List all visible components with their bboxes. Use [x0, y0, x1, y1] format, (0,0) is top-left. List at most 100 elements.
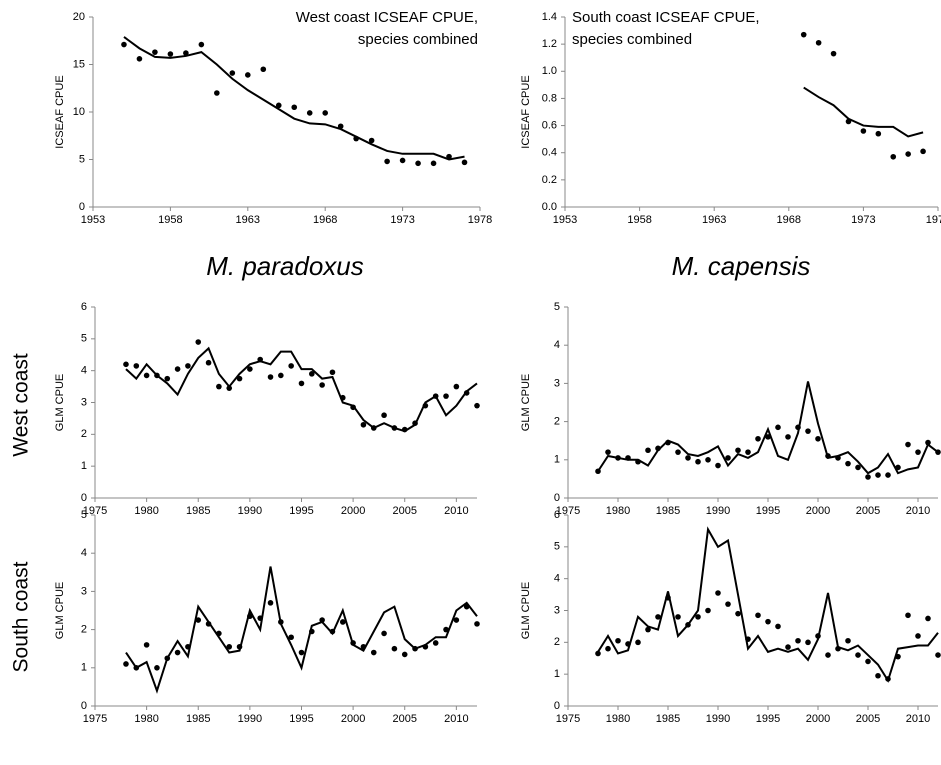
- data-point: [198, 41, 205, 48]
- y-tick-label: 1: [81, 460, 87, 472]
- x-tick-label: 1968: [777, 214, 801, 226]
- data-point: [905, 441, 911, 448]
- x-tick-label: 1975: [83, 505, 107, 517]
- y-tick-label: 3: [81, 396, 87, 408]
- data-point: [860, 128, 867, 134]
- data-point: [461, 159, 468, 166]
- x-tick-label: 1980: [606, 505, 630, 517]
- y-tick-label: 3: [554, 604, 560, 616]
- data-point: [800, 31, 807, 38]
- data-point: [605, 645, 611, 652]
- x-tick-label: 1985: [656, 505, 680, 517]
- data-point: [123, 661, 129, 667]
- data-point: [275, 102, 282, 109]
- data-point: [715, 462, 721, 469]
- data-point: [329, 369, 336, 376]
- x-tick-label: 1980: [134, 713, 158, 725]
- y-tick-label: 0.0: [542, 201, 557, 213]
- annotation: South coast ICSEAF CPUE,: [572, 9, 760, 26]
- data-point: [368, 137, 375, 144]
- data-point: [725, 601, 731, 607]
- y-tick-label: 4: [81, 547, 87, 559]
- x-tick-label: 1995: [756, 505, 780, 517]
- y-tick-label: 20: [73, 11, 85, 23]
- y-tick-label: 3: [554, 377, 560, 389]
- x-tick-label: 2000: [341, 505, 365, 517]
- y-axis-label: GLM CPUE: [54, 374, 66, 431]
- x-tick-label: 1958: [158, 214, 182, 226]
- data-point: [695, 458, 701, 465]
- x-tick-label: 1973: [851, 214, 875, 226]
- y-tick-label: 0: [79, 201, 85, 213]
- data-point: [735, 610, 741, 617]
- x-tick-label: 2010: [906, 713, 930, 725]
- fitted-line: [125, 346, 478, 433]
- y-tick-label: 2: [554, 636, 560, 648]
- data-point: [925, 615, 931, 622]
- data-point: [755, 612, 761, 619]
- data-point: [855, 652, 861, 658]
- data-point: [360, 421, 367, 428]
- x-tick-label: 1975: [556, 505, 580, 517]
- data-point: [885, 472, 891, 478]
- data-point: [705, 607, 711, 614]
- x-tick-label: 1995: [289, 505, 313, 517]
- data-point: [595, 650, 601, 657]
- y-tick-label: 0.4: [542, 147, 557, 159]
- y-tick-label: 10: [73, 106, 85, 118]
- x-tick-label: 1985: [186, 713, 210, 725]
- data-point: [167, 51, 174, 57]
- y-tick-label: 1: [554, 668, 560, 680]
- fitted-line: [803, 86, 924, 138]
- fitted-line: [597, 526, 939, 683]
- x-tick-label: 2005: [392, 505, 416, 517]
- x-tick-label: 1985: [186, 505, 210, 517]
- data-point: [136, 56, 143, 62]
- y-tick-label: 0.8: [542, 92, 557, 104]
- data-point: [705, 457, 711, 463]
- x-tick-label: 2005: [856, 713, 880, 725]
- data-point: [267, 600, 274, 606]
- y-tick-label: 5: [79, 153, 85, 165]
- data-point: [183, 50, 189, 56]
- data-point: [865, 474, 871, 480]
- x-tick-label: 1953: [553, 214, 577, 226]
- data-point: [143, 372, 150, 379]
- data-point: [339, 619, 346, 625]
- annotation: West coast ICSEAF CPUE,: [296, 9, 478, 26]
- data-point: [815, 39, 822, 46]
- data-point: [121, 41, 127, 48]
- data-point: [845, 460, 851, 467]
- data-point: [875, 672, 881, 679]
- data-point: [247, 366, 253, 372]
- data-point: [905, 612, 911, 619]
- data-point: [474, 621, 480, 627]
- x-tick-label: 1995: [756, 713, 780, 725]
- data-point: [174, 366, 181, 372]
- x-tick-label: 1978: [468, 214, 492, 226]
- x-tick-label: 2000: [341, 713, 365, 725]
- data-point: [615, 637, 621, 644]
- x-tick-label: 1995: [289, 713, 313, 725]
- data-point: [278, 372, 284, 379]
- x-tick-label: 1973: [390, 214, 414, 226]
- data-point: [391, 645, 398, 652]
- data-point: [685, 455, 691, 461]
- column-title: M. capensis: [672, 251, 811, 281]
- y-tick-label: 2: [81, 428, 87, 440]
- y-tick-label: 0: [554, 492, 560, 504]
- data-point: [152, 49, 158, 55]
- x-tick-label: 2010: [906, 505, 930, 517]
- y-axis-label: GLM CPUE: [54, 582, 66, 639]
- y-tick-label: 0: [81, 492, 87, 504]
- data-point: [288, 363, 294, 369]
- y-tick-label: 4: [81, 365, 87, 377]
- x-tick-label: 1985: [656, 713, 680, 725]
- data-point: [319, 382, 325, 388]
- data-point: [432, 640, 439, 646]
- data-point: [322, 110, 329, 116]
- data-point: [605, 449, 611, 455]
- data-point: [875, 130, 882, 137]
- fitted-line: [123, 36, 465, 161]
